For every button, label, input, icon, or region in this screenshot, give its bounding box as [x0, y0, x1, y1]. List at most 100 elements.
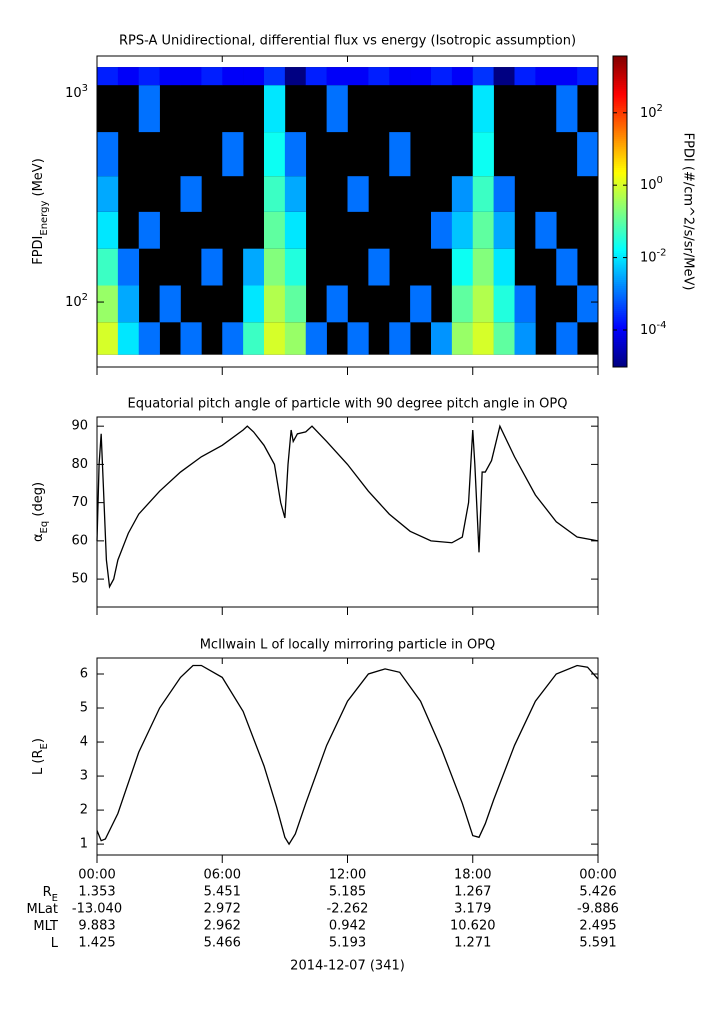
- spectrogram-cell: [493, 67, 515, 86]
- spectrogram-cell: [159, 285, 181, 323]
- colorbar-step: [613, 238, 627, 242]
- colorbar-step: [613, 240, 627, 244]
- colorbar-step: [613, 350, 627, 353]
- colorbar-step: [613, 356, 627, 360]
- spectrogram-cell: [472, 211, 494, 249]
- spectrogram-cell: [431, 322, 453, 355]
- colorbar-step: [613, 298, 627, 302]
- spectrogram-cell: [451, 285, 474, 323]
- y-axis-label-part: (deg): [31, 482, 46, 521]
- spectrogram-cell: [451, 248, 474, 286]
- spectrogram-cell: [180, 322, 202, 355]
- spectrogram-cell: [556, 248, 578, 286]
- spectrogram-cell: [201, 248, 223, 286]
- colorbar-tick-label: 10-2: [640, 247, 667, 265]
- colorbar-step: [613, 132, 627, 136]
- y-tick-label: 90: [71, 419, 88, 434]
- chart-title: McIlwain L of locally mirroring particle…: [200, 638, 496, 653]
- y-axis-label: FPDIEnergy (MeV): [31, 158, 50, 265]
- colorbar-step: [613, 319, 627, 322]
- spectrogram-cell: [472, 248, 494, 286]
- data-line: [96, 664, 599, 846]
- spectrogram-cell: [117, 285, 140, 323]
- colorbar-step: [613, 120, 627, 123]
- spectrogram-cell: [264, 132, 286, 177]
- colorbar-step: [613, 209, 627, 212]
- y-axis-label-part: E: [39, 743, 50, 749]
- colorbar-step: [613, 62, 627, 65]
- colorbar-step: [613, 134, 627, 138]
- colorbar-step: [613, 136, 627, 140]
- colorbar-tick-label-part: -2: [657, 247, 667, 258]
- ephemeris-value: 5.185: [329, 885, 366, 900]
- x-tick-label: 12:00: [329, 868, 366, 883]
- spectrogram-cell: [326, 85, 348, 133]
- colorbar-step: [613, 76, 627, 80]
- colorbar-step: [613, 101, 627, 105]
- spectrogram-cell: [117, 322, 140, 355]
- spectrogram-cell: [264, 322, 286, 355]
- colorbar-step: [613, 82, 627, 86]
- ephemeris-value: -13.040: [72, 902, 122, 917]
- colorbar-step: [613, 161, 627, 165]
- spectrogram-cell: [97, 248, 119, 286]
- colorbar-step: [613, 215, 627, 219]
- spectrogram-cell: [493, 285, 515, 323]
- colorbar-step: [613, 286, 627, 289]
- y-axis-label: αEq (deg): [31, 482, 50, 542]
- colorbar-step: [613, 186, 627, 190]
- colorbar-step: [613, 277, 627, 281]
- spectrogram-cell: [535, 67, 557, 86]
- ephemeris-value: 5.426: [579, 885, 616, 900]
- colorbar-step: [613, 340, 627, 343]
- spectrogram-cell: [284, 248, 307, 286]
- spectrogram-cell: [222, 67, 244, 86]
- spectrogram-cell: [97, 211, 119, 249]
- y-tick-label-part: 10: [65, 295, 82, 310]
- colorbar-step: [613, 265, 627, 268]
- colorbar-step: [613, 281, 627, 285]
- colorbar-label: FPDI (#/cm^2/s/sr/MeV): [681, 133, 696, 291]
- ephemeris-value: 1.267: [454, 885, 491, 900]
- spectrogram-cell: [514, 322, 536, 355]
- spectrogram-cell: [326, 285, 348, 323]
- colorbar-step: [613, 147, 627, 150]
- colorbar-step: [613, 124, 627, 127]
- colorbar-step: [613, 78, 627, 82]
- spectrogram-cell: [451, 176, 474, 212]
- colorbar-step: [613, 105, 627, 109]
- ephemeris-value: 5.466: [204, 936, 241, 951]
- y-tick-label: 1: [80, 837, 88, 852]
- colorbar-step: [613, 315, 627, 318]
- colorbar-step: [613, 223, 627, 227]
- x-tick-label: 06:00: [204, 868, 241, 883]
- colorbar-step: [613, 60, 627, 63]
- spectrogram-cell: [368, 67, 390, 86]
- y-tick-label-part: 3: [82, 82, 88, 93]
- colorbar-step: [613, 56, 627, 59]
- ephemeris-row-label-part: MLT: [33, 919, 58, 934]
- colorbar-step: [613, 250, 627, 254]
- colorbar-step: [613, 263, 627, 266]
- x-tick-label: 18:00: [454, 868, 491, 883]
- y-tick-label-part: 2: [82, 292, 88, 303]
- colorbar-step: [613, 126, 627, 130]
- colorbar-step: [613, 74, 627, 78]
- spectrogram-cell: [97, 132, 119, 177]
- colorbar-tick-label-part: 10: [640, 322, 657, 337]
- spectrogram-cell: [389, 322, 411, 355]
- colorbar-step: [613, 190, 627, 194]
- y-tick-label: 103: [65, 82, 88, 100]
- colorbar-step: [613, 128, 627, 132]
- colorbar-step: [613, 267, 627, 271]
- colorbar-step: [613, 300, 627, 304]
- y-axis-label: L (RE): [31, 738, 50, 775]
- spectrogram-cell: [305, 322, 327, 355]
- colorbar-step: [613, 242, 627, 246]
- colorbar-step: [613, 196, 627, 200]
- colorbar-step: [613, 116, 627, 119]
- colorbar-step: [613, 141, 627, 144]
- colorbar-tick-label: 102: [640, 102, 663, 120]
- colorbar-frame: [612, 55, 628, 368]
- ephemeris-value: 9.883: [78, 919, 115, 934]
